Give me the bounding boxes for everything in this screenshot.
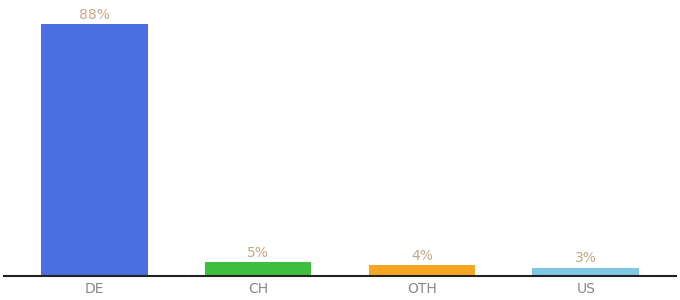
Text: 3%: 3%: [575, 251, 596, 266]
Bar: [369, 265, 475, 276]
Bar: [41, 24, 148, 276]
Bar: [532, 268, 639, 276]
Text: 88%: 88%: [79, 8, 109, 22]
Text: 5%: 5%: [247, 246, 269, 260]
Bar: [205, 262, 311, 276]
Text: 4%: 4%: [411, 248, 433, 262]
